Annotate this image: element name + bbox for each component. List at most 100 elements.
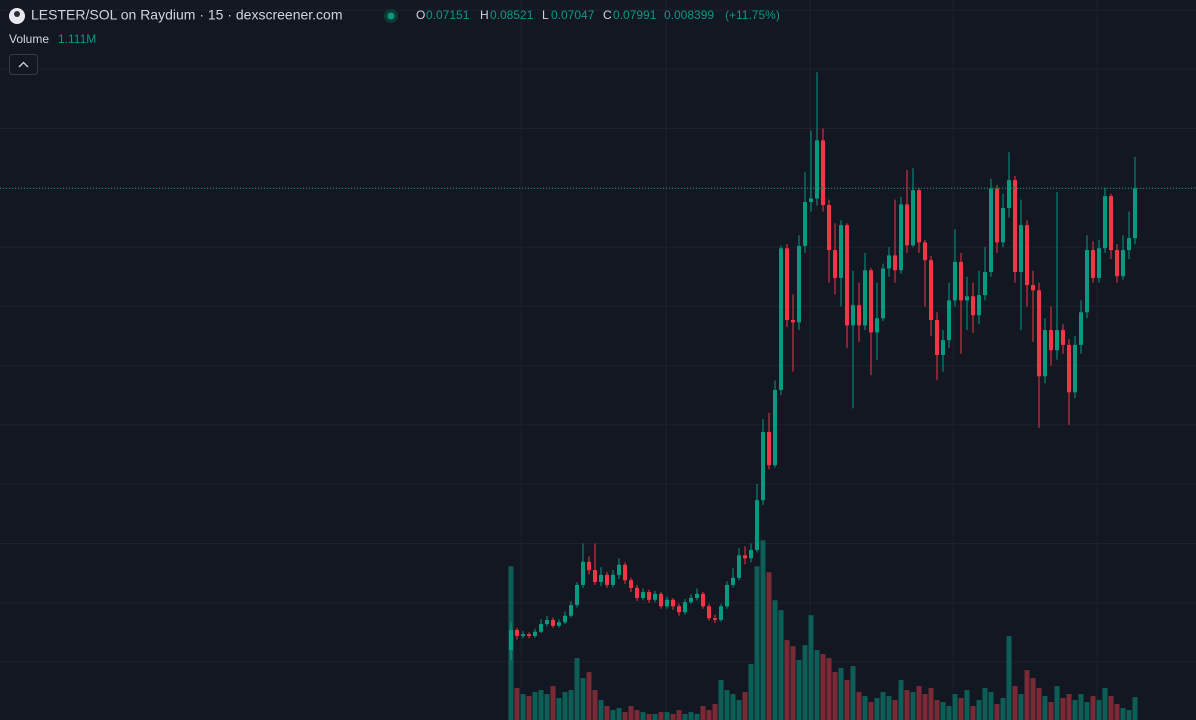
- candle-body: [761, 432, 765, 501]
- volume-bar: [1030, 678, 1036, 720]
- volume-bar: [568, 690, 574, 720]
- candle-body: [677, 606, 681, 613]
- candle-body: [659, 593, 663, 607]
- candle-body: [971, 296, 975, 316]
- candle-body: [1091, 250, 1095, 278]
- candle-body: [1031, 285, 1035, 291]
- candle-body: [689, 597, 693, 603]
- volume-bar: [610, 710, 616, 720]
- candle-body: [1109, 196, 1113, 251]
- candle-body: [665, 599, 669, 607]
- candle-body: [1121, 250, 1125, 277]
- candle-body: [899, 204, 903, 271]
- volume-bar: [958, 698, 964, 720]
- legend-value: 0.08521: [490, 8, 534, 22]
- legend-value: 0.07991: [613, 8, 657, 22]
- candle-body: [1133, 188, 1137, 239]
- volume-bar: [868, 702, 874, 720]
- candle-body: [863, 270, 867, 326]
- candle-body: [773, 389, 777, 466]
- volume-bar: [652, 714, 658, 720]
- volume-bar: [880, 692, 886, 720]
- volume-bar: [550, 686, 556, 720]
- candle-body: [587, 561, 591, 571]
- volume-bar: [736, 700, 742, 720]
- candle-body: [947, 300, 951, 341]
- candle-body: [791, 319, 795, 323]
- volume-bar: [742, 692, 748, 720]
- volume-bar: [946, 706, 952, 720]
- volume-bar: [910, 692, 916, 720]
- volume-bar: [622, 712, 628, 720]
- volume-bar: [688, 712, 694, 720]
- legend-label: H: [480, 8, 489, 22]
- volume-bar: [1048, 702, 1054, 720]
- volume-bar: [718, 680, 724, 720]
- candle-body: [629, 580, 633, 588]
- volume-bar: [970, 706, 976, 720]
- candle-body: [1007, 180, 1011, 208]
- volume-bar: [1090, 696, 1096, 720]
- volume-bar: [928, 688, 934, 720]
- candle-body: [905, 204, 909, 246]
- volume-bar: [664, 712, 670, 720]
- volume-bar: [850, 666, 856, 720]
- volume-bar: [844, 680, 850, 720]
- candle-body: [743, 555, 747, 559]
- candle-body: [695, 593, 699, 598]
- volume-bar: [796, 660, 802, 720]
- symbol-icon: [14, 11, 20, 17]
- candle-body: [809, 198, 813, 203]
- volume-bar: [694, 714, 700, 720]
- candle-body: [671, 599, 675, 607]
- candle-body: [977, 295, 981, 316]
- collapse-button[interactable]: [9, 54, 38, 75]
- volume-bar: [976, 700, 982, 720]
- candle-body: [833, 250, 837, 278]
- volume-bar: [574, 658, 580, 720]
- candle-body: [605, 574, 609, 585]
- volume-bar: [1066, 694, 1072, 720]
- volume-bar: [1078, 694, 1084, 720]
- volume-bar: [1012, 686, 1018, 720]
- volume-bar: [820, 654, 826, 720]
- candle-body: [857, 305, 861, 326]
- volume-bar: [892, 700, 898, 720]
- candle-body: [839, 225, 843, 278]
- volume-bar: [952, 694, 958, 720]
- candle-body: [575, 584, 579, 606]
- volume-value: 1.111M: [58, 32, 96, 46]
- status-dot: [387, 12, 395, 20]
- volume-bar: [922, 694, 928, 720]
- volume-bar: [826, 658, 832, 720]
- candle-body: [683, 602, 687, 613]
- candle-body: [779, 248, 783, 390]
- candle-body: [611, 574, 615, 585]
- candle-body: [707, 606, 711, 619]
- volume-bar: [934, 700, 940, 720]
- candle-body: [767, 432, 771, 466]
- legend-label: L: [542, 8, 549, 22]
- candle-body: [845, 225, 849, 326]
- volume-bar: [562, 692, 568, 720]
- candle-body: [1073, 344, 1077, 393]
- candle-body: [533, 631, 537, 636]
- volume-bar: [1084, 702, 1090, 720]
- volume-bar: [532, 692, 538, 720]
- volume-bar: [1072, 700, 1078, 720]
- candle-body: [527, 634, 531, 636]
- legend-change-percent: (+11.75%): [725, 8, 780, 22]
- volume-bar: [706, 710, 712, 720]
- volume-bar: [982, 688, 988, 720]
- candle-body: [599, 574, 603, 582]
- candle-body: [953, 261, 957, 301]
- volume-bar: [658, 712, 664, 720]
- candle-body: [641, 592, 645, 598]
- candle-body: [1079, 312, 1083, 345]
- candle-body: [731, 577, 735, 585]
- candle-body: [983, 271, 987, 296]
- candle-body: [509, 629, 513, 651]
- candle-body: [929, 260, 933, 320]
- candle-body: [713, 618, 717, 620]
- candle-body: [593, 570, 597, 582]
